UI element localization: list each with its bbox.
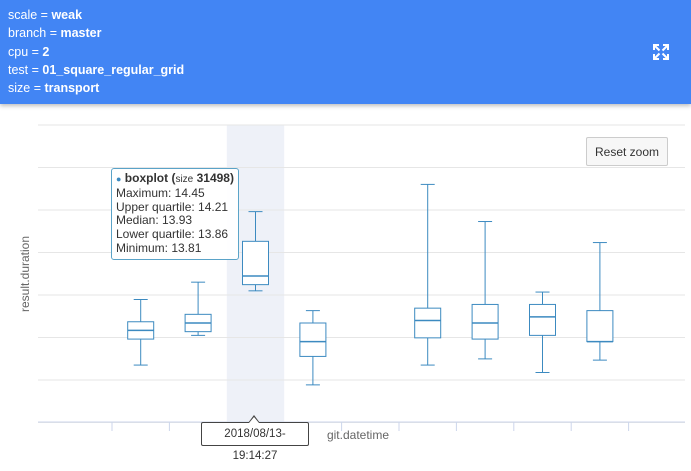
tooltip-median: Median: 13.93 [116, 213, 193, 228]
param-key: branch [8, 26, 47, 41]
box [414, 307, 442, 339]
tooltip-series-name: boxplot [124, 171, 169, 185]
param-key: cpu [8, 44, 29, 59]
param-size: size = transport [8, 81, 100, 96]
box [586, 310, 614, 343]
chart-container[interactable]: git.datetime result.duration Reset zoom ●… [0, 104, 691, 466]
param-value: weak [51, 8, 83, 22]
param-value: transport [44, 81, 100, 96]
param-test: test = 01_square_regular_grid [8, 62, 185, 77]
reset-zoom-button[interactable]: Reset zoom [586, 137, 668, 166]
tooltip-maximum: Maximum: 14.45 [116, 185, 205, 200]
param-value: 01_square_regular_grid [42, 62, 185, 77]
parameter-list: scale = weak branch = master cpu = 2 test =… [8, 6, 184, 97]
tooltip-size-value: 31498 [196, 171, 230, 185]
tooltip-upper-quartile: Upper quartile: 14.21 [116, 199, 229, 214]
y-axis-title: result.duration [18, 236, 32, 312]
tooltip-lower-quartile: Lower quartile: 13.86 [116, 227, 229, 242]
param-branch: branch = master [8, 26, 102, 41]
param-key: scale [8, 8, 38, 22]
param-value: 2 [42, 44, 50, 59]
x-crosshair-label-arrow-inner [249, 417, 259, 423]
tooltip-title: ● boxplot (size 31498) [116, 171, 234, 185]
param-key: size [8, 81, 31, 96]
filter-header: scale = weak branch = master cpu = 2 test =… [0, 0, 691, 104]
x-axis-title: git.datetime [327, 428, 389, 442]
box [299, 322, 327, 357]
x-crosshair-label: 2018/08/13-19:14:27 [201, 422, 309, 462]
box [529, 303, 556, 336]
boxplot-tooltip: ● boxplot (size 31498) Maximum: 14.45 Up… [111, 168, 239, 260]
param-scale: scale = weak [8, 8, 83, 22]
tooltip-size-label: size [175, 174, 194, 185]
param-key: test [8, 62, 29, 77]
fullscreen-expand-icon[interactable] [652, 43, 670, 61]
tooltip-minimum: Minimum: 13.81 [116, 240, 202, 255]
box [242, 240, 269, 286]
box [471, 303, 499, 340]
param-cpu: cpu = 2 [8, 44, 50, 59]
series-dot-icon: ● [116, 174, 122, 184]
param-value: master [60, 26, 102, 41]
